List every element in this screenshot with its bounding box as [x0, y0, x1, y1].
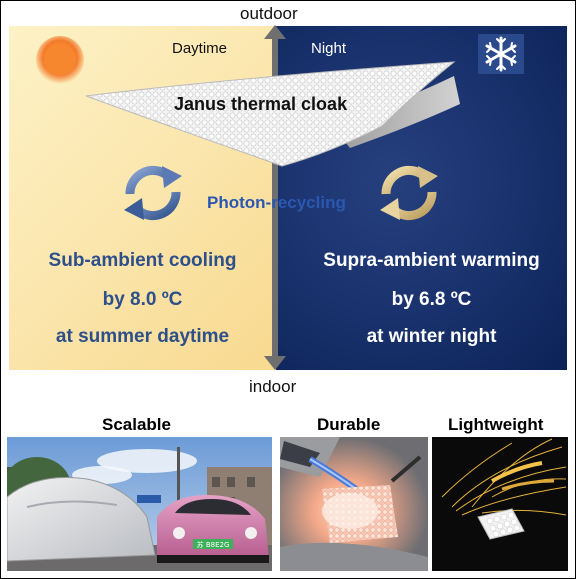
daytime-label: Daytime	[172, 40, 228, 57]
license-plate	[193, 539, 233, 549]
durable-title: Durable	[317, 415, 381, 434]
durable-photo	[280, 437, 428, 571]
day-effect-line2: by 8.0 ºC	[102, 289, 183, 310]
cloak-label: Janus thermal cloak	[174, 94, 348, 114]
sun-icon	[36, 36, 84, 84]
janus-cloak-illustration	[85, 61, 460, 167]
warming-cycle-arrows-icon	[380, 165, 438, 221]
night-effect-line1: Supra-ambient warming	[323, 250, 540, 271]
day-effect-line1: Sub-ambient cooling	[48, 250, 237, 271]
photon-recycling-label: Photon-recycling	[207, 193, 346, 212]
lightweight-photo	[432, 437, 568, 571]
scalable-photo: 苏 B8E2G	[7, 437, 272, 571]
outdoor-label: outdoor	[240, 4, 298, 23]
vertical-axis	[272, 34, 278, 360]
lightweight-title: Lightweight	[448, 415, 544, 434]
indoor-label: indoor	[249, 377, 297, 396]
axis-arrow-up	[264, 25, 286, 39]
axis-arrow-down	[264, 356, 286, 370]
night-effect-line3: at winter night	[366, 326, 497, 347]
cooling-cycle-arrows-icon	[124, 165, 182, 221]
night-label: Night	[311, 40, 347, 57]
snowflake-icon	[478, 34, 524, 74]
license-plate-text: 苏 B8E2G	[197, 540, 230, 549]
night-effect-line2: by 6.8 ºC	[391, 289, 472, 310]
scalable-title: Scalable	[102, 415, 171, 434]
day-effect-line3: at summer daytime	[55, 326, 230, 347]
